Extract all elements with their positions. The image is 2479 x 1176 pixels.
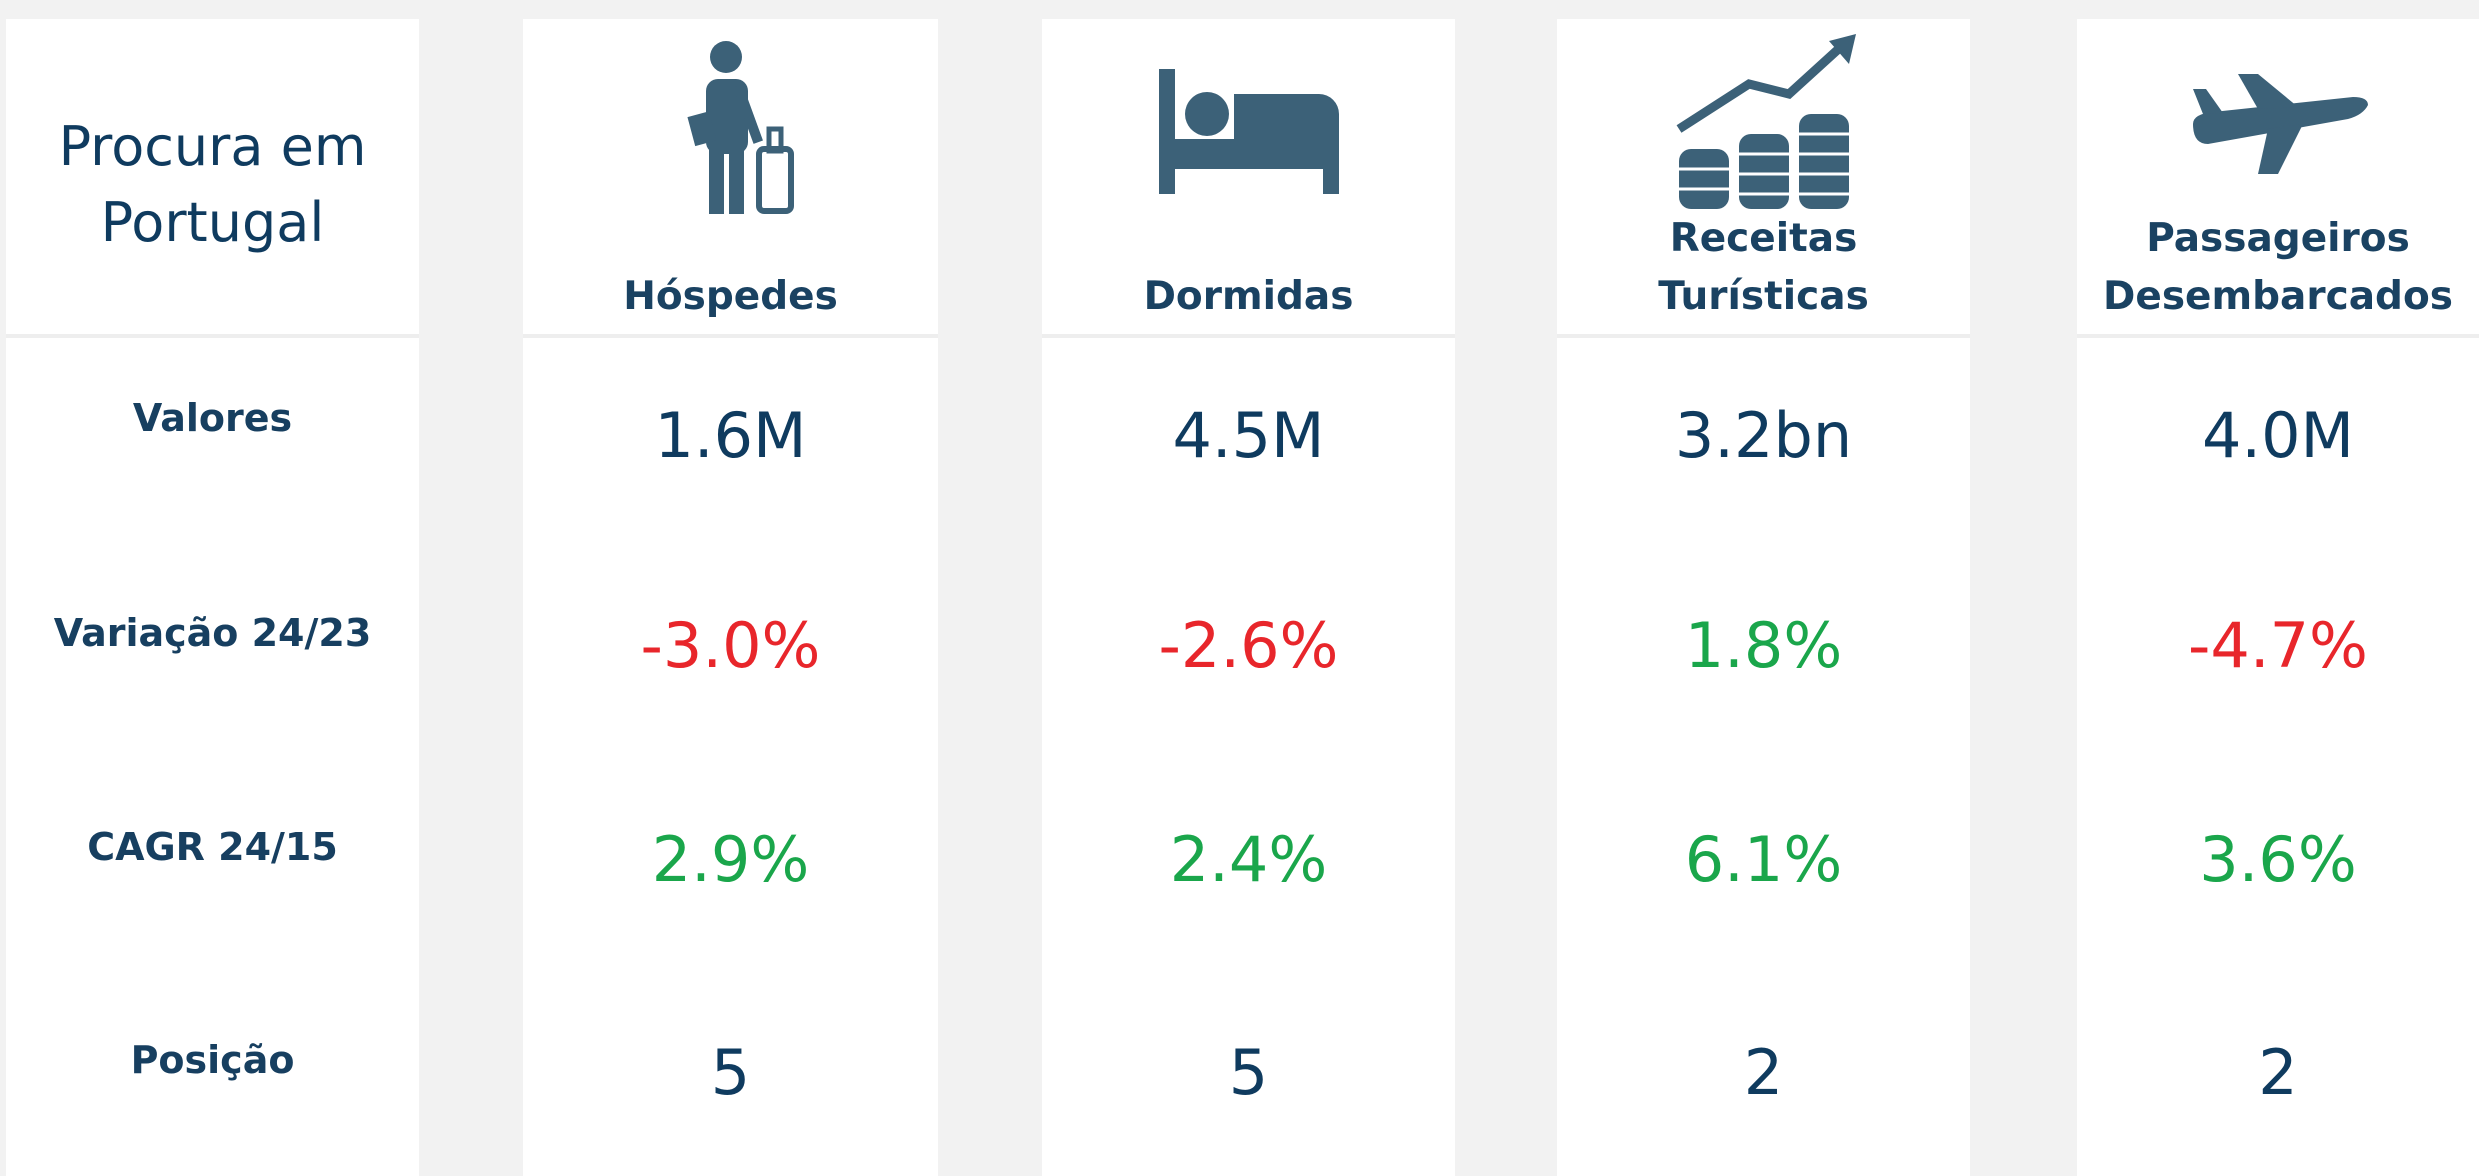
metric-value: 5 <box>710 1036 751 1109</box>
metric-value: 6.1% <box>1684 823 1843 896</box>
metric-value: 4.0M <box>2201 399 2355 472</box>
metric-value: 1.6M <box>654 399 807 472</box>
header-cell: Dormidas <box>1042 19 1455 338</box>
column-label: Passageiros Desembarcados <box>2103 216 2453 319</box>
metric-value: 1.8% <box>1684 609 1843 682</box>
metric-value: -2.6% <box>1158 609 1339 682</box>
metric-column: Dormidas 4.5M -2.6% 2.4% 5 <box>1042 19 1455 1176</box>
metric-value: 2 <box>2258 1036 2298 1109</box>
guest-icon <box>686 41 794 214</box>
metric-value: 2.9% <box>651 823 810 896</box>
bed-icon <box>1158 69 1339 194</box>
metric-value: 4.5M <box>1172 399 1325 472</box>
label-column: Procura em Portugal Valores Variação 24/2… <box>6 19 419 1176</box>
column-label: Dormidas <box>1143 274 1354 319</box>
column-label: Hóspedes <box>623 274 838 319</box>
header-cell: Passageiros Desembarcados <box>2077 19 2479 338</box>
revenue-icon <box>1676 34 1856 209</box>
title: Procura em Portugal <box>58 115 367 254</box>
column-label: Receitas Turísticas <box>1658 216 1869 319</box>
metric-value: 3.6% <box>2199 823 2357 896</box>
metric-column: Hóspedes 1.6M -3.0% 2.9% 5 <box>523 19 938 1176</box>
header-cell: Receitas Turísticas <box>1557 19 1970 338</box>
header-cell: Hóspedes <box>523 19 938 338</box>
row-label: Valores <box>132 396 293 440</box>
plane-icon <box>2193 74 2368 174</box>
metric-value: 5 <box>1228 1036 1269 1109</box>
row-label: Posição <box>130 1038 295 1082</box>
header-cell: Procura em Portugal <box>6 19 419 338</box>
metric-value: -3.0% <box>640 609 821 682</box>
metric-value: 2.4% <box>1169 823 1328 896</box>
row-label: Variação 24/23 <box>53 611 372 655</box>
metric-value: 3.2bn <box>1674 399 1853 472</box>
metric-column: Receitas Turísticas 3.2bn 1.8% 6.1% 2 <box>1557 19 1970 1176</box>
metric-value: -4.7% <box>2188 609 2368 682</box>
metric-value: 2 <box>1743 1036 1784 1109</box>
row-label: CAGR 24/15 <box>87 825 338 869</box>
metric-column: Passageiros Desembarcados 4.0M -4.7% 3.6% 2 <box>2077 19 2479 1176</box>
